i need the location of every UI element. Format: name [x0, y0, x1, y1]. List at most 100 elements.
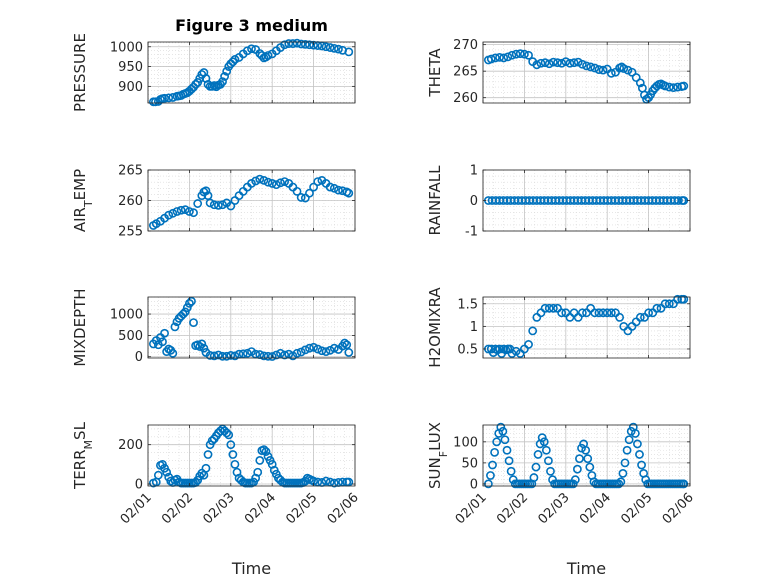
data-point — [296, 193, 306, 202]
data-point — [585, 462, 595, 472]
y-tick-label: 500 — [118, 329, 143, 344]
data-point — [305, 188, 314, 198]
data-point — [344, 188, 354, 198]
data-point — [503, 52, 513, 62]
data-series — [483, 422, 689, 489]
data-point — [570, 475, 580, 485]
subplot-3: 255 260 265 AIRTEMP — [71, 164, 356, 240]
data-point — [606, 308, 616, 318]
data-point — [524, 340, 533, 349]
y-tick-label: 1000 — [110, 40, 143, 55]
data-point — [499, 53, 509, 63]
data-point — [280, 350, 290, 360]
data-point — [491, 53, 500, 63]
data-point — [506, 466, 516, 476]
data-point — [201, 463, 211, 473]
data-point — [226, 440, 236, 450]
data-point — [178, 309, 188, 319]
data-point — [577, 59, 587, 69]
data-point — [541, 445, 551, 455]
y-tick-label: 260 — [118, 194, 143, 209]
data-point — [635, 450, 644, 459]
data-point — [622, 445, 632, 455]
data-point — [590, 63, 600, 73]
data-point — [624, 435, 634, 445]
data-point — [342, 340, 352, 350]
data-point — [321, 347, 331, 357]
y-tick-label: 50 — [461, 456, 478, 471]
data-point — [276, 178, 285, 188]
data-point — [325, 43, 335, 52]
x-tick-label: 02/03 — [536, 490, 573, 527]
data-point — [218, 351, 227, 361]
x-tick-label: 02/05 — [283, 490, 320, 527]
data-point — [201, 186, 211, 196]
data-series — [148, 38, 354, 107]
y-tick-label: -1 — [465, 225, 478, 240]
data-point — [259, 351, 269, 361]
data-point — [679, 294, 689, 304]
data-point — [259, 445, 269, 454]
data-point — [193, 199, 203, 208]
chart-title: Figure 3 medium — [175, 16, 328, 35]
data-point — [544, 303, 554, 313]
data-point — [224, 430, 234, 440]
data-point — [532, 60, 542, 70]
x-tick-label: 02/05 — [618, 490, 655, 527]
data-point — [242, 46, 252, 56]
y-tick-label: 0 — [470, 477, 478, 492]
data-point — [205, 351, 215, 360]
data-point — [540, 303, 550, 313]
data-point — [557, 58, 567, 68]
y-axis-label: PRESSURE — [71, 33, 89, 112]
data-point — [572, 464, 582, 474]
data-point — [620, 458, 630, 468]
data-point — [205, 198, 215, 208]
data-point — [504, 456, 514, 466]
axes-frame — [147, 424, 356, 487]
data-point — [162, 467, 172, 477]
y-axis-label: TERRMSL — [71, 421, 95, 490]
data-point — [209, 351, 219, 361]
data-point — [305, 40, 314, 50]
data-point — [536, 58, 546, 68]
data-point — [673, 82, 682, 92]
y-tick-label: 950 — [118, 60, 143, 75]
data-point — [664, 82, 674, 92]
data-point — [300, 39, 310, 49]
subplot-4: -1 0 1 RAINFALL — [426, 164, 691, 240]
data-point — [344, 348, 354, 357]
data-point — [616, 477, 626, 487]
subplot-2: 260 265 270 THETA — [426, 38, 691, 106]
data-point — [321, 42, 331, 52]
data-point — [644, 308, 653, 318]
data-point — [263, 51, 273, 60]
data-point — [153, 470, 163, 480]
data-point — [619, 64, 629, 73]
data-series — [483, 196, 689, 205]
data-point — [313, 177, 323, 186]
data-point — [280, 40, 290, 50]
data-point — [191, 79, 201, 89]
data-series — [148, 296, 354, 361]
y-tick-label: 100 — [453, 435, 478, 450]
data-point — [548, 303, 558, 313]
data-point — [486, 54, 496, 64]
x-tick-label: 02/06 — [660, 490, 697, 527]
y-axis-label: RAINFALL — [426, 165, 444, 236]
data-point — [197, 339, 207, 349]
data-point — [259, 175, 269, 185]
data-point — [334, 185, 343, 195]
data-point — [309, 182, 318, 192]
data-point — [280, 177, 290, 186]
x-tick-label: 02/01 — [118, 490, 155, 527]
axes-frame — [482, 424, 691, 487]
data-point — [271, 180, 281, 190]
data-point — [602, 308, 612, 318]
data-point — [652, 303, 662, 313]
y-tick-label: 0 — [470, 194, 478, 209]
data-point — [486, 471, 495, 480]
data-point — [635, 78, 645, 88]
data-point — [557, 308, 567, 318]
x-tick-label: 02/01 — [453, 490, 490, 527]
